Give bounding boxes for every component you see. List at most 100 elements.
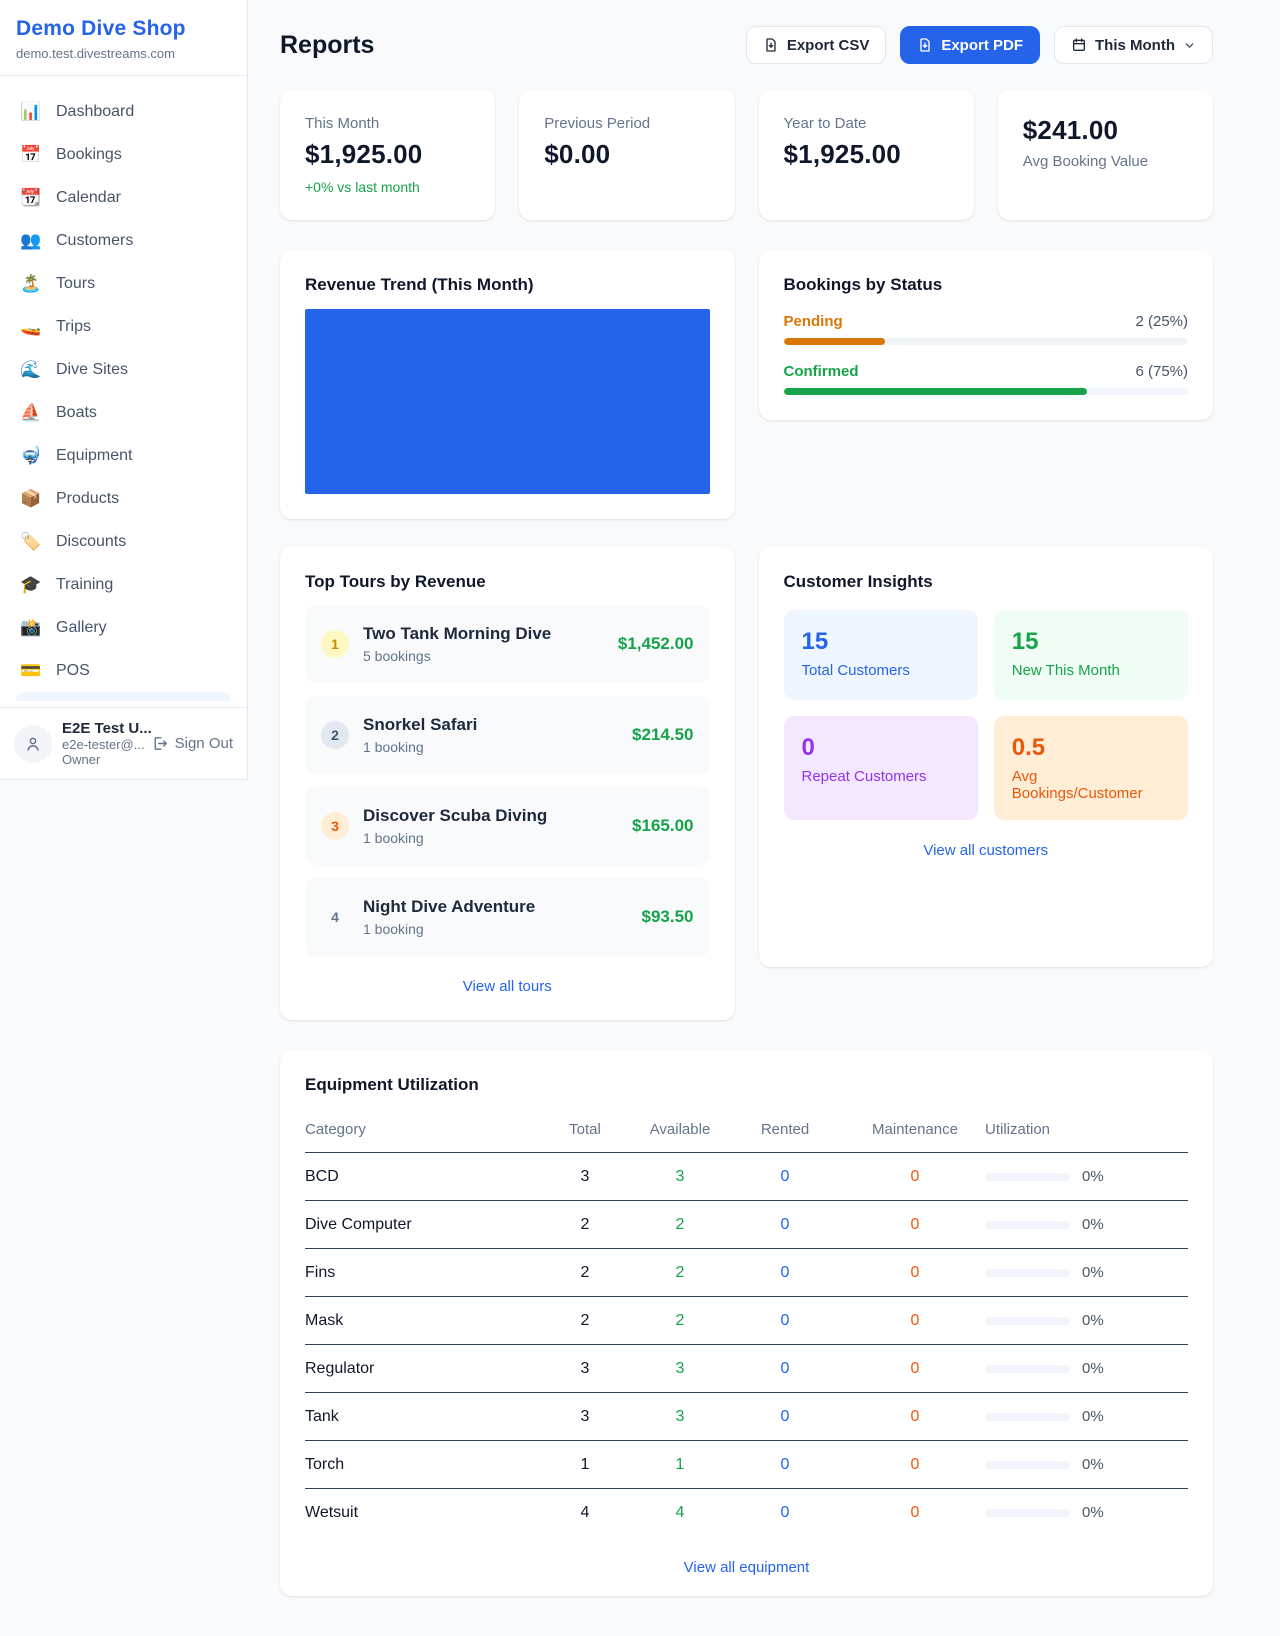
view-all-customers-link[interactable]: View all customers <box>923 842 1049 859</box>
stat-card-this-month: This Month $1,925.00 +0% vs last month <box>280 90 496 220</box>
equipment-total: 3 <box>535 1392 635 1441</box>
export-pdf-button[interactable]: Export PDF <box>900 26 1041 64</box>
equipment-rented: 0 <box>725 1248 845 1297</box>
tour-bookings: 5 bookings <box>363 648 431 664</box>
equipment-row: BCD 3 3 0 0 0% <box>305 1152 1188 1201</box>
equipment-total: 2 <box>535 1200 635 1249</box>
insight-grid: 15 Total Customers 15 New This Month 0 R… <box>783 610 1188 820</box>
tour-row[interactable]: 4 Night Dive Adventure 1 booking $93.50 <box>305 878 710 956</box>
equipment-total: 2 <box>535 1296 635 1345</box>
sign-out-label: Sign Out <box>174 735 233 752</box>
col-rented: Rented <box>725 1113 845 1153</box>
bookings-by-status-card: Bookings by Status Pending 2 (25%) Confi… <box>758 250 1213 420</box>
sidebar-item-reports-partial[interactable] <box>16 692 231 701</box>
tour-revenue: $165.00 <box>632 816 694 835</box>
row-tours-insights: Top Tours by Revenue 1 Two Tank Morning … <box>280 547 1213 1020</box>
stat-label: This Month <box>305 115 380 132</box>
calendar-icon: 📆 <box>20 187 42 207</box>
view-all-tours-link[interactable]: View all tours <box>462 978 552 995</box>
equipment-row: Mask 2 2 0 0 0% <box>305 1296 1188 1345</box>
sign-out-icon <box>154 737 167 750</box>
view-all-equipment-link[interactable]: View all equipment <box>683 1558 810 1576</box>
equipment-maintenance: 0 <box>845 1440 985 1489</box>
sidebar-item-label: Calendar <box>56 188 121 206</box>
equipment-category: Mask <box>305 1296 535 1345</box>
revenue-trend-chart <box>305 309 710 494</box>
status-row-confirmed: Confirmed 6 (75%) <box>783 363 1188 395</box>
dashboard-icon: 📊 <box>20 101 42 121</box>
insight-label: New This Month <box>1011 662 1120 679</box>
tour-row[interactable]: 2 Snorkel Safari 1 booking $214.50 <box>305 696 710 774</box>
sidebar-item-gallery[interactable]: 📸 Gallery <box>8 606 239 649</box>
equipment-row: Wetsuit 4 4 0 0 0% <box>305 1489 1188 1537</box>
equipment-utilization: 0% <box>985 1344 1188 1393</box>
utilization-bar <box>985 1460 1070 1469</box>
sidebar-item-customers[interactable]: 👥 Customers <box>8 219 239 262</box>
export-csv-label: Export CSV <box>786 36 870 54</box>
equipment-maintenance: 0 <box>845 1152 985 1201</box>
tour-row[interactable]: 3 Discover Scuba Diving 1 booking $165.0… <box>305 787 710 865</box>
boats-icon: ⛵ <box>20 402 42 422</box>
stats-row: This Month $1,925.00 +0% vs last month P… <box>280 90 1213 220</box>
equipment-utilization-title: Equipment Utilization <box>305 1075 479 1094</box>
sidebar-item-label: Training <box>56 575 114 593</box>
sidebar-item-tours[interactable]: 🏝️ Tours <box>8 262 239 305</box>
discounts-icon: 🏷️ <box>20 531 42 551</box>
utilization-percent: 0% <box>1082 1216 1104 1233</box>
sidebar-item-label: Equipment <box>56 446 133 464</box>
customer-insights-title: Customer Insights <box>783 572 933 591</box>
sidebar-item-discounts[interactable]: 🏷️ Discounts <box>8 520 239 563</box>
tour-row[interactable]: 1 Two Tank Morning Dive 5 bookings $1,45… <box>305 605 710 683</box>
sidebar-item-pos[interactable]: 💳 POS <box>8 649 239 692</box>
utilization-percent: 0% <box>1082 1504 1104 1522</box>
shop-name: Demo Dive Shop <box>16 17 186 40</box>
sidebar-item-boats[interactable]: ⛵ Boats <box>8 391 239 434</box>
main-content: Reports Export CSV Export PDF This Month <box>248 0 1280 1636</box>
equipment-available: 3 <box>635 1392 725 1441</box>
chevron-down-icon <box>1185 42 1194 48</box>
sidebar-item-label: Products <box>56 489 120 507</box>
sidebar-item-training[interactable]: 🎓 Training <box>8 563 239 606</box>
pos-icon: 💳 <box>20 660 42 680</box>
status-label: Confirmed <box>783 363 859 380</box>
export-csv-button[interactable]: Export CSV <box>745 26 887 64</box>
stat-label: Year to Date <box>783 115 867 132</box>
sidebar-item-bookings[interactable]: 📅 Bookings <box>8 133 239 176</box>
insight-new-this-month: 15 New This Month <box>993 610 1188 700</box>
equipment-utilization-card: Equipment Utilization Category Total Ava… <box>280 1050 1213 1596</box>
equipment-available: 3 <box>635 1152 725 1201</box>
sidebar-item-label: Gallery <box>56 618 107 636</box>
export-pdf-label: Export PDF <box>941 36 1024 54</box>
tours-icon: 🏝️ <box>20 273 42 293</box>
equipment-maintenance: 0 <box>845 1296 985 1345</box>
status-bar-track <box>783 338 1188 345</box>
utilization-bar <box>985 1412 1070 1421</box>
status-row-pending: Pending 2 (25%) <box>783 313 1188 345</box>
status-count: 2 (25%) <box>1135 313 1188 330</box>
equipment-rented: 0 <box>780 1503 790 1521</box>
sidebar-item-label: Discounts <box>56 532 127 550</box>
sidebar-item-trips[interactable]: 🚤 Trips <box>8 305 239 348</box>
sidebar-item-equipment[interactable]: 🤿 Equipment <box>8 434 239 477</box>
equipment-rented: 0 <box>725 1296 845 1345</box>
tour-revenue: $93.50 <box>641 907 694 926</box>
sidebar-item-dashboard[interactable]: 📊 Dashboard <box>8 90 239 133</box>
equipment-rented: 0 <box>725 1200 845 1249</box>
tour-bookings: 1 booking <box>363 921 424 937</box>
avatar <box>14 724 52 763</box>
stat-value: $241.00 <box>1022 115 1119 145</box>
equipment-utilization: 0% <box>985 1440 1188 1489</box>
dive-sites-icon: 🌊 <box>20 359 42 379</box>
sidebar-item-dive-sites[interactable]: 🌊 Dive Sites <box>8 348 239 391</box>
export-file-icon <box>766 38 776 52</box>
equipment-row: Torch 1 1 0 0 0% <box>305 1440 1188 1489</box>
period-dropdown[interactable]: This Month <box>1054 26 1213 64</box>
sidebar-item-products[interactable]: 📦 Products <box>8 477 239 520</box>
rank-badge: 4 <box>331 909 339 925</box>
user-role: Owner <box>62 752 101 767</box>
trips-icon: 🚤 <box>20 316 42 336</box>
equipment-category: Wetsuit <box>305 1503 359 1521</box>
stat-card-previous-period: Previous Period $0.00 <box>519 90 735 220</box>
sign-out-button[interactable]: Sign Out <box>151 735 233 752</box>
sidebar-item-calendar[interactable]: 📆 Calendar <box>8 176 239 219</box>
